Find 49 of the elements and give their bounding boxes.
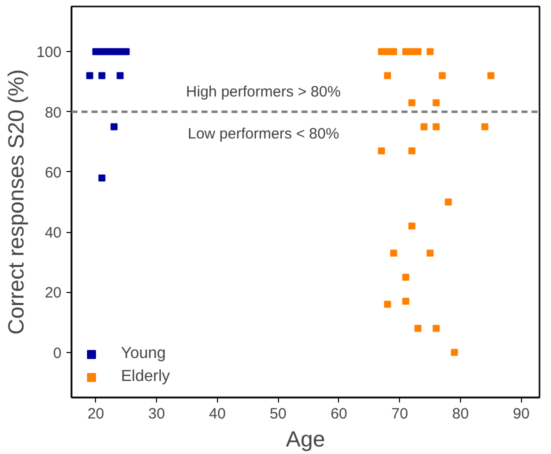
x-tick-label: 30: [148, 406, 165, 422]
point: [402, 298, 410, 305]
annotation: High performers > 80%: [186, 83, 341, 100]
y-tick-label: 80: [44, 104, 62, 122]
y-tick-label: 60: [44, 164, 62, 182]
point: [426, 48, 434, 56]
point: [432, 99, 440, 106]
y-tick-label: 100: [36, 44, 62, 62]
point: [384, 300, 392, 308]
point: [432, 123, 440, 130]
point: [420, 123, 428, 130]
point: [110, 123, 118, 130]
x-axis-title: Age: [286, 426, 326, 452]
point: [438, 72, 446, 80]
x-tick-label: 70: [391, 406, 408, 422]
point: [98, 174, 106, 182]
y-tick-label: 0: [53, 344, 62, 362]
point: [384, 72, 392, 80]
point: [414, 48, 422, 56]
point: [116, 72, 124, 80]
point: [408, 222, 416, 230]
x-tick-label: 90: [512, 406, 530, 422]
point: [408, 147, 416, 154]
x-tick-label: 60: [330, 406, 348, 422]
point: [402, 274, 410, 281]
point: [408, 99, 416, 106]
point: [390, 250, 398, 257]
point: [86, 72, 94, 80]
point: [426, 250, 434, 257]
x-tick-label: 80: [452, 406, 469, 422]
point: [378, 147, 385, 154]
point: [98, 72, 106, 80]
point: [414, 324, 422, 332]
point: [432, 324, 440, 332]
legend-label: Young: [121, 345, 166, 363]
point: [122, 48, 130, 56]
x-tick-label: 50: [270, 406, 286, 422]
point: [481, 123, 488, 130]
point: [487, 72, 494, 80]
point: [444, 198, 452, 206]
point: [450, 348, 458, 356]
x-tick-label: 40: [209, 406, 226, 422]
legend-label: Elderly: [121, 368, 170, 386]
point: [390, 48, 398, 56]
y-axis-title: Correct responses S20 (%): [3, 69, 28, 335]
y-tick-label: 20: [44, 284, 62, 302]
annotation: Low performers < 80%: [188, 125, 340, 142]
x-tick-label: 20: [87, 406, 104, 422]
y-tick-label: 40: [44, 224, 62, 242]
